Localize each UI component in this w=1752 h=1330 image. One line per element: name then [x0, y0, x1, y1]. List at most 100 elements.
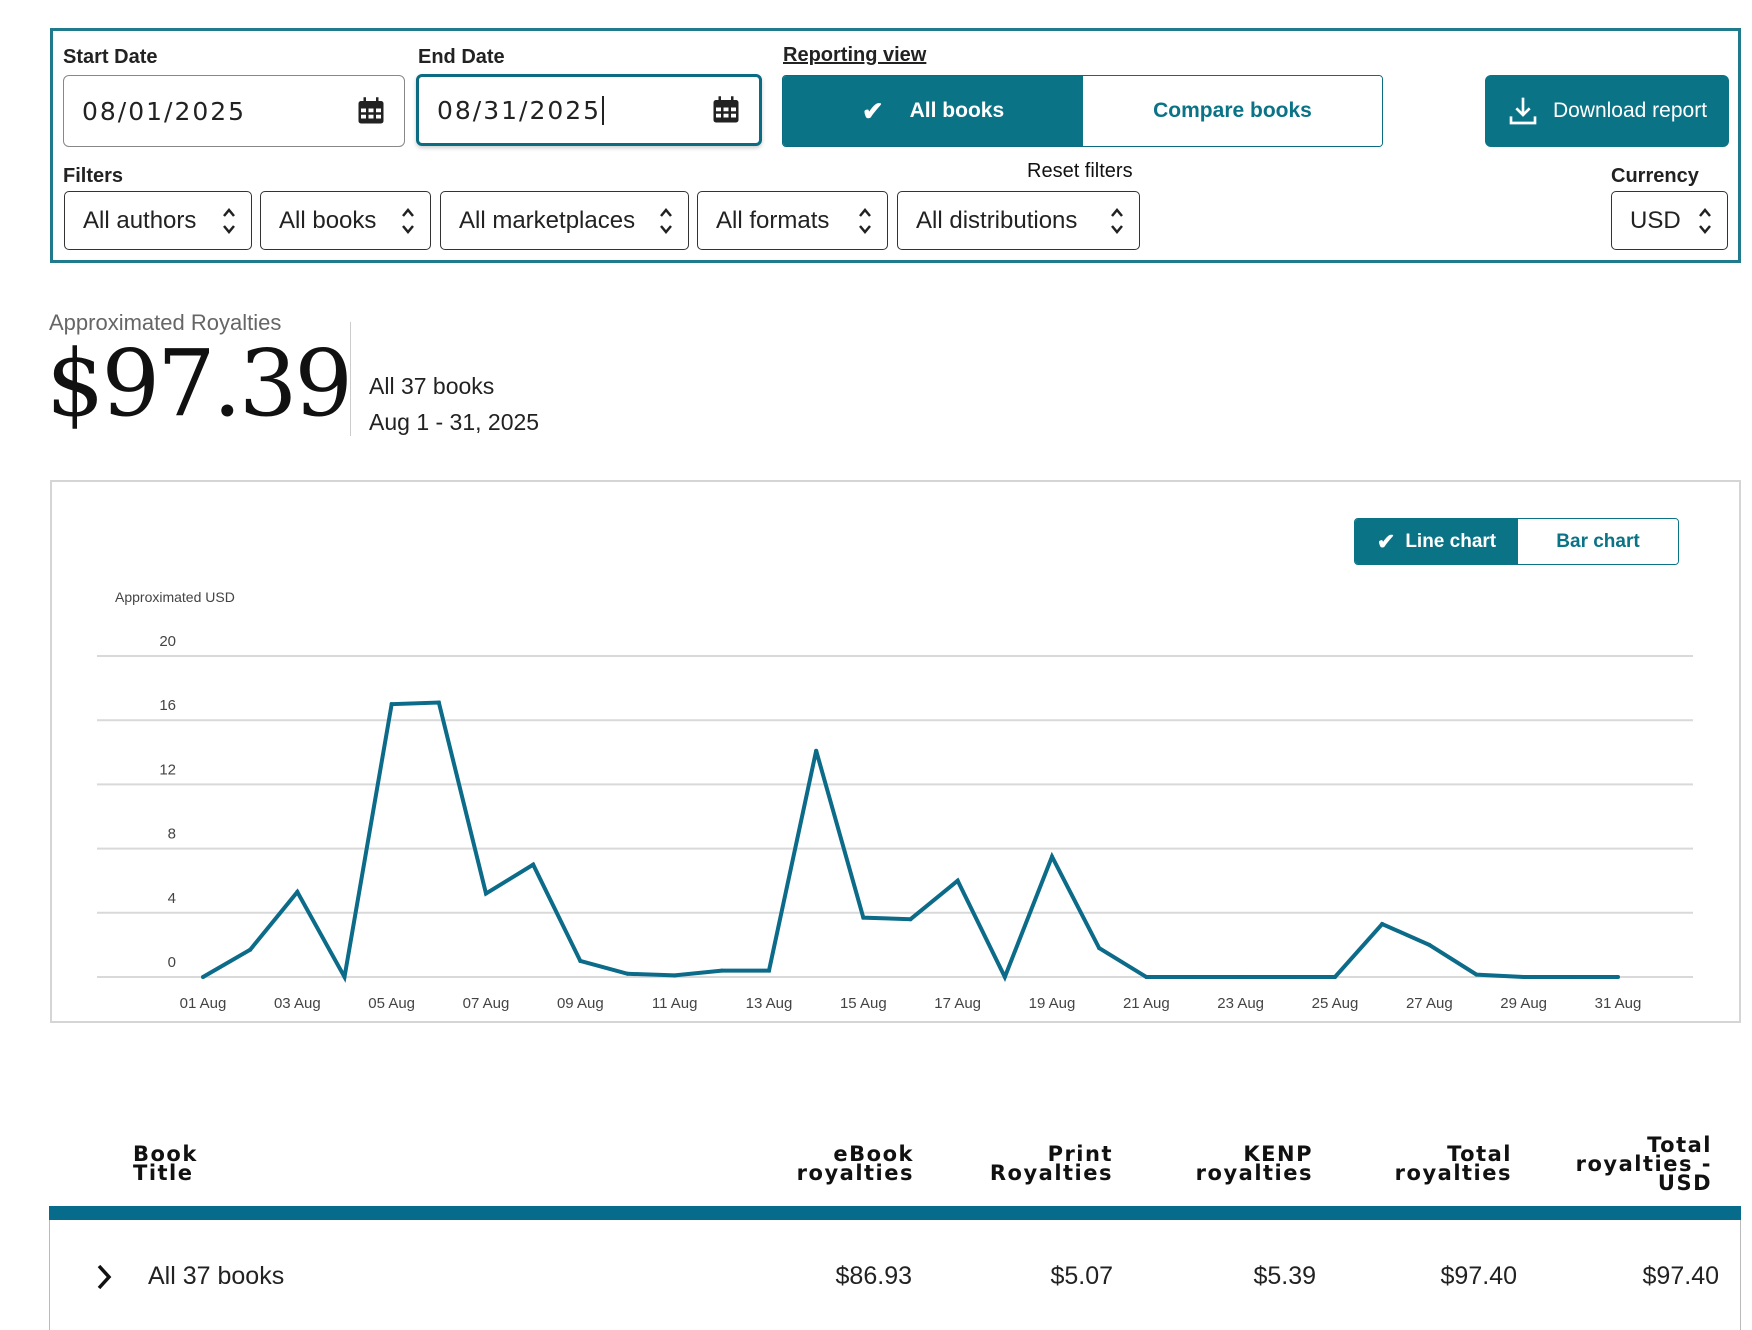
end-date-label: End Date: [418, 46, 505, 68]
x-tick-label: 15 Aug: [840, 995, 887, 1012]
filters-label: Filters: [63, 165, 124, 187]
dropdown-label: All distributions: [916, 206, 1078, 234]
data-point: [1521, 975, 1526, 979]
x-tick-label: 07 Aug: [463, 995, 510, 1012]
reset-filters-link[interactable]: Reset filters: [1027, 160, 1133, 182]
data-point: [767, 968, 771, 973]
data-point: [955, 878, 960, 883]
data-point: [531, 862, 536, 867]
dropdown-label: All formats: [716, 206, 830, 234]
reporting-view-toggle: ✔ All books Compare books: [782, 75, 1383, 147]
row-print-royalties: $5.07: [1050, 1262, 1113, 1290]
data-point: [1380, 922, 1385, 927]
col-header-total-royalties-usd[interactable]: Total royalties - USD: [1575, 1133, 1712, 1195]
x-tick-label: 17 Aug: [934, 995, 981, 1012]
chevron-up-down-icon: [223, 207, 235, 234]
col-header-print-royalties[interactable]: Print Royalties: [989, 1142, 1113, 1185]
calendar-icon[interactable]: [356, 96, 386, 126]
x-tick-label: 25 Aug: [1312, 995, 1359, 1012]
data-point: [1474, 972, 1479, 977]
calendar-icon[interactable]: [711, 95, 741, 125]
dropdown-label: All authors: [83, 206, 197, 234]
y-axis-label: Approximated USD: [115, 589, 235, 605]
royalties-amount: $97.39: [46, 330, 353, 437]
data-point: [201, 975, 205, 979]
x-tick-label: 23 Aug: [1217, 995, 1264, 1012]
check-icon: ✔: [1376, 528, 1396, 554]
col-header-ebook-royalties[interactable]: eBook royalties: [796, 1142, 914, 1185]
data-point: [1285, 975, 1290, 979]
x-tick-label: 29 Aug: [1500, 995, 1547, 1012]
data-point: [342, 975, 347, 979]
data-point: [1616, 975, 1620, 979]
filters-panel: [50, 28, 1741, 263]
download-icon: [1509, 97, 1537, 125]
dropdown-label: All books: [279, 206, 377, 234]
x-tick-label: 13 Aug: [746, 995, 793, 1012]
row-title[interactable]: All 37 books: [148, 1262, 285, 1290]
col-header-book-title[interactable]: Book Title: [133, 1142, 198, 1185]
dropdown-label: All marketplaces: [459, 206, 636, 234]
chevron-up-down-icon: [1111, 207, 1123, 234]
start-date-input[interactable]: 08/01/2025: [63, 75, 405, 147]
chevron-right-icon[interactable]: [96, 1263, 112, 1291]
series-line: [201, 700, 1618, 983]
chevron-up-down-icon: [859, 207, 871, 234]
royalties-title: Approximated Royalties: [49, 310, 282, 335]
all-books-option[interactable]: ✔ All books: [783, 76, 1083, 146]
divider: [350, 322, 351, 436]
chart-container: [50, 480, 1741, 1023]
date-range: Aug 1 - 31, 2025: [369, 409, 540, 435]
data-point: [295, 889, 300, 894]
check-icon: ✔: [861, 95, 884, 126]
row-total-royalties: $97.40: [1440, 1262, 1517, 1290]
table-header-bar: [49, 1206, 1741, 1220]
books-count: All 37 books: [369, 373, 495, 399]
bar-chart-option[interactable]: Bar chart: [1518, 519, 1678, 564]
end-date-input[interactable]: 08/31/2025: [416, 74, 762, 146]
filter-dropdown-all-marketplaces[interactable]: All marketplaces: [440, 191, 689, 250]
x-tick-label: 21 Aug: [1123, 995, 1170, 1012]
table-row[interactable]: [49, 1220, 1741, 1330]
data-point: [578, 958, 583, 963]
data-point: [672, 973, 677, 978]
download-report-button[interactable]: Download report: [1485, 75, 1729, 147]
data-point: [1191, 975, 1196, 979]
y-tick-label: 16: [159, 697, 176, 714]
col-header-kenp-royalties[interactable]: KENP royalties: [1195, 1142, 1313, 1185]
row-total-royalties-usd: $97.40: [1642, 1262, 1719, 1290]
row-kenp-royalties: $5.39: [1253, 1262, 1316, 1290]
data-point: [814, 748, 819, 753]
y-tick-label: 0: [168, 954, 176, 971]
x-tick-label: 09 Aug: [557, 995, 604, 1012]
data-point: [248, 947, 253, 952]
data-point: [1097, 946, 1102, 951]
data-point: [861, 915, 866, 920]
filter-dropdown-all-distributions[interactable]: All distributions: [897, 191, 1140, 250]
y-tick-label: 4: [168, 890, 176, 907]
x-tick-label: 01 Aug: [180, 995, 227, 1012]
data-point: [1002, 975, 1007, 979]
filter-dropdown-all-authors[interactable]: All authors: [64, 191, 252, 250]
chevron-up-down-icon: [660, 207, 672, 234]
chevron-up-down-icon: [402, 207, 414, 234]
x-tick-label: 05 Aug: [368, 995, 415, 1012]
data-point: [389, 702, 394, 707]
line-chart-option[interactable]: ✔ Line chart: [1355, 519, 1518, 564]
data-point: [1144, 975, 1149, 979]
x-tick-label: 27 Aug: [1406, 995, 1453, 1012]
reporting-view-label[interactable]: Reporting view: [783, 44, 927, 66]
currency-select[interactable]: USD: [1611, 191, 1728, 250]
filter-dropdown-all-books[interactable]: All books: [260, 191, 431, 250]
currency-label: Currency: [1611, 165, 1699, 187]
col-header-total-royalties[interactable]: Total royalties: [1394, 1142, 1512, 1185]
x-tick-label: 11 Aug: [652, 995, 698, 1012]
end-date-value: 08/31/2025: [437, 95, 605, 125]
start-date-value: 08/01/2025: [82, 96, 247, 126]
data-point: [436, 700, 441, 705]
compare-books-option[interactable]: Compare books: [1083, 76, 1382, 146]
filter-dropdown-all-formats[interactable]: All formats: [697, 191, 888, 250]
y-tick-label: 20: [159, 633, 176, 650]
data-point: [908, 917, 913, 922]
